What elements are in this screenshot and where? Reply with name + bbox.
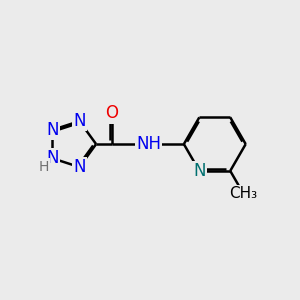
- Text: N: N: [46, 149, 59, 167]
- Text: N: N: [193, 162, 206, 180]
- Text: N: N: [46, 121, 59, 139]
- Text: CH₃: CH₃: [230, 186, 257, 201]
- Text: NH: NH: [136, 135, 161, 153]
- Text: N: N: [73, 112, 86, 130]
- Text: O: O: [105, 104, 118, 122]
- Text: H: H: [39, 160, 50, 173]
- Text: N: N: [73, 158, 86, 176]
